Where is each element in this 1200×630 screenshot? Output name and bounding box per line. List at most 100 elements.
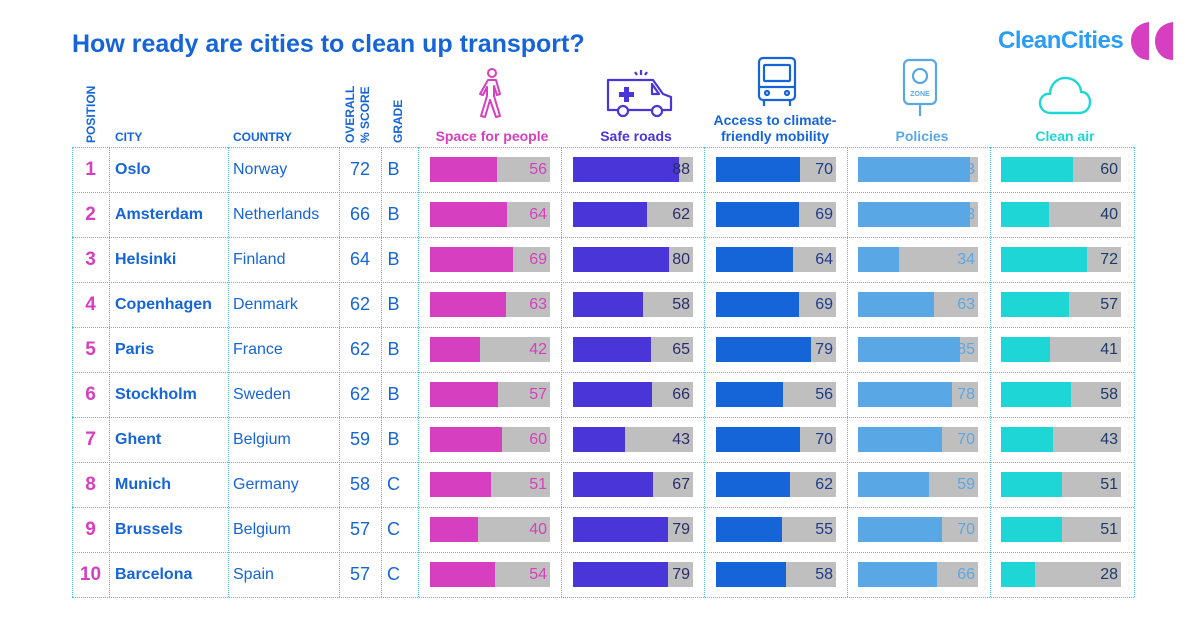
bar-value-safe: 65 [672, 341, 690, 358]
grid-line-v [381, 147, 382, 597]
bar-fill-safe [573, 337, 651, 362]
bar-value-policies: 70 [957, 431, 975, 448]
header-space: Space for people [417, 128, 567, 144]
bar-air: 28 [1001, 562, 1121, 587]
bar-access: 69 [716, 292, 836, 317]
bar-safe: 66 [573, 382, 693, 407]
table-row: 2 Amsterdam Netherlands 66 B 64 62 69 93 40 [72, 192, 1134, 237]
bar-value-space: 56 [529, 161, 547, 178]
grid-line-h [72, 327, 1134, 328]
bar-fill-safe [573, 292, 643, 317]
bar-fill-safe [573, 517, 668, 542]
bar-air: 51 [1001, 472, 1121, 497]
bar-safe: 65 [573, 337, 693, 362]
bar-value-space: 60 [529, 431, 547, 448]
bar-fill-safe [573, 472, 654, 497]
bar-value-air: 51 [1100, 476, 1118, 493]
table-row: 7 Ghent Belgium 59 B 60 43 70 70 43 [72, 417, 1134, 462]
header-access: Access to climate-friendly mobility [700, 112, 850, 144]
position-cell: 8 [85, 473, 96, 495]
bar-value-policies: 93 [957, 206, 975, 223]
bar-safe: 88 [573, 157, 693, 182]
position-cell: 5 [85, 338, 96, 360]
header-access-label: Access to climate- [713, 112, 837, 128]
header-policies-label: Policies [895, 128, 949, 144]
grid-line-v [109, 147, 110, 597]
table-row: 4 Copenhagen Denmark 62 B 63 58 69 63 57 [72, 282, 1134, 327]
position-cell: 6 [85, 383, 96, 405]
score-cell: 57 [349, 564, 371, 584]
bar-space: 54 [430, 562, 550, 587]
header-grade: GRADE [391, 99, 405, 143]
bar-fill-safe [573, 247, 669, 272]
bar-policies: 34 [858, 247, 978, 272]
bar-policies: 93 [858, 157, 978, 182]
city-cell: Oslo [115, 160, 151, 178]
grid-line-v [1134, 147, 1135, 597]
bar-space: 51 [430, 472, 550, 497]
bar-fill-policies [858, 157, 970, 182]
grid-line-h [72, 462, 1134, 463]
bar-fill-policies [858, 247, 899, 272]
bar-value-access: 70 [815, 161, 833, 178]
bar-policies: 78 [858, 382, 978, 407]
bar-value-space: 42 [529, 341, 547, 358]
bar-value-access: 69 [815, 296, 833, 313]
bar-access: 55 [716, 517, 836, 542]
bar-value-air: 58 [1100, 386, 1118, 403]
bar-value-safe: 79 [672, 521, 690, 538]
bar-air: 41 [1001, 337, 1121, 362]
grid-line-v [339, 147, 340, 597]
cloud-icon [1038, 76, 1092, 115]
bar-access: 70 [716, 427, 836, 452]
bar-fill-policies [858, 202, 970, 227]
cleancities-logo: CleanCities [998, 20, 1177, 62]
city-cell: Copenhagen [115, 295, 212, 313]
bar-value-air: 72 [1100, 251, 1118, 268]
bar-fill-air [1001, 292, 1070, 317]
grid-line-h [72, 597, 1134, 598]
grid-line-v [847, 147, 848, 597]
grid-line-h [72, 372, 1134, 373]
bar-value-space: 51 [529, 476, 547, 493]
position-cell: 1 [85, 158, 96, 180]
grid-line-h [72, 192, 1134, 193]
bar-space: 60 [430, 427, 550, 452]
bar-value-safe: 62 [672, 206, 690, 223]
city-cell: Ghent [115, 430, 162, 448]
header-safe: Safe roads [561, 128, 711, 144]
bar-fill-space [430, 427, 502, 452]
bar-fill-air [1001, 427, 1053, 452]
score-cell: 64 [349, 249, 371, 269]
header-space-label: Space for people [435, 128, 549, 144]
position-cell: 4 [85, 293, 96, 315]
bar-space: 42 [430, 337, 550, 362]
score-cell: 72 [349, 159, 371, 179]
bar-value-space: 40 [529, 521, 547, 538]
grade-cell: B [387, 294, 400, 314]
bar-air: 58 [1001, 382, 1121, 407]
bar-policies: 85 [858, 337, 978, 362]
bar-value-safe: 58 [672, 296, 690, 313]
grade-cell: C [387, 519, 400, 539]
bar-safe: 79 [573, 517, 693, 542]
bar-access: 62 [716, 472, 836, 497]
score-cell: 66 [349, 204, 371, 224]
country-cell: Sweden [233, 385, 291, 403]
grid-line-v [561, 147, 562, 597]
grid-line-v [418, 147, 419, 597]
bar-value-access: 79 [815, 341, 833, 358]
score-cell: 62 [349, 339, 371, 359]
grade-cell: C [387, 564, 400, 584]
grade-cell: B [387, 429, 400, 449]
bar-safe: 58 [573, 292, 693, 317]
header-score-line2: % SCORE [358, 86, 372, 143]
bar-value-access: 64 [815, 251, 833, 268]
bar-value-air: 60 [1100, 161, 1118, 178]
bar-fill-safe [573, 157, 679, 182]
bar-fill-policies [858, 472, 929, 497]
bar-access: 79 [716, 337, 836, 362]
bar-value-space: 63 [529, 296, 547, 313]
bar-space: 64 [430, 202, 550, 227]
table-row: 3 Helsinki Finland 64 B 69 80 64 34 72 [72, 237, 1134, 282]
